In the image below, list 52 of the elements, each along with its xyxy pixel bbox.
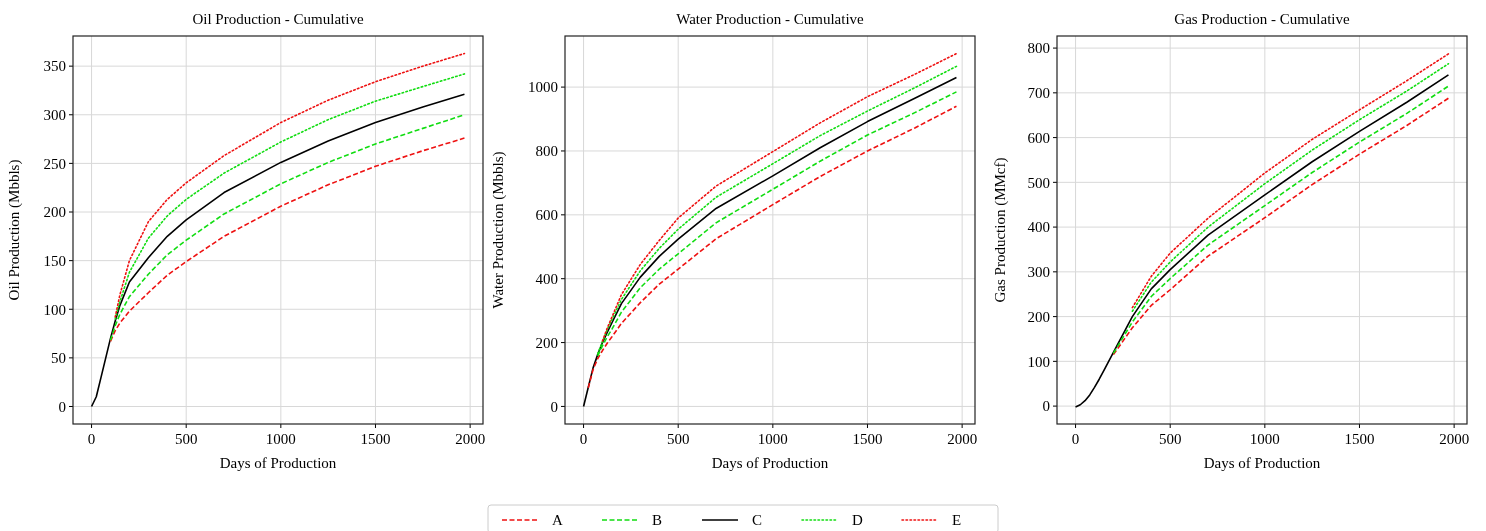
legend-label: C: [752, 512, 763, 529]
x-tick-label: 1500: [852, 431, 883, 447]
y-tick-label: 0: [550, 398, 558, 415]
x-tick-label: 2000: [1439, 431, 1470, 447]
y-tick-label: 50: [51, 350, 66, 367]
y-tick-label: 200: [535, 334, 558, 351]
legend-label: E: [952, 512, 962, 529]
x-tick-label: 0: [87, 431, 96, 447]
chart-title: Oil Production - Cumulative: [192, 11, 364, 27]
y-tick-label: 600: [535, 207, 558, 224]
y-tick-label: 400: [535, 270, 558, 287]
x-tick-label: 1500: [1344, 431, 1375, 447]
chart-title: Water Production - Cumulative: [676, 11, 865, 27]
y-tick-label: 0: [58, 398, 66, 415]
y-tick-label: 150: [43, 252, 66, 269]
y-tick-label: 100: [43, 301, 66, 318]
y-axis-title: Water Production (Mbbls): [490, 151, 507, 309]
legend-label: A: [552, 512, 563, 529]
legend-label: D: [852, 512, 863, 529]
y-tick-label: 400: [1027, 219, 1050, 236]
x-tick-label: 500: [666, 431, 690, 447]
x-tick-label: 0: [1071, 431, 1080, 447]
x-tick-label: 500: [174, 431, 198, 447]
chart-title: Gas Production - Cumulative: [1174, 11, 1351, 27]
y-tick-label: 800: [1027, 40, 1050, 57]
y-tick-label: 600: [1027, 129, 1050, 146]
y-tick-label: 200: [1027, 308, 1050, 325]
y-tick-label: 300: [1027, 264, 1050, 281]
y-tick-label: 1000: [528, 79, 558, 96]
y-tick-label: 100: [1027, 353, 1050, 370]
x-axis-title: Days of Production: [1203, 455, 1321, 471]
y-tick-label: 800: [535, 143, 558, 160]
x-tick-label: 1000: [757, 431, 788, 447]
x-tick-label: 1500: [360, 431, 391, 447]
y-axis-title: Oil Production (Mbbls): [6, 159, 23, 301]
x-tick-label: 1000: [265, 431, 296, 447]
x-tick-label: 1000: [1249, 431, 1280, 447]
x-tick-label: 0: [579, 431, 588, 447]
x-axis-title: Days of Production: [219, 455, 337, 471]
y-tick-label: 300: [43, 107, 66, 124]
x-tick-label: 500: [1158, 431, 1182, 447]
y-axis-title: Gas Production (MMcf): [992, 157, 1009, 303]
x-axis-title: Days of Production: [711, 455, 829, 471]
y-tick-label: 250: [43, 155, 66, 172]
y-tick-label: 350: [43, 58, 66, 75]
x-tick-label: 2000: [947, 431, 978, 447]
y-tick-label: 700: [1027, 85, 1050, 102]
y-tick-label: 0: [1042, 398, 1050, 415]
x-tick-label: 2000: [455, 431, 486, 447]
y-tick-label: 500: [1027, 174, 1050, 191]
y-tick-label: 200: [43, 204, 66, 221]
legend-label: B: [652, 512, 663, 529]
